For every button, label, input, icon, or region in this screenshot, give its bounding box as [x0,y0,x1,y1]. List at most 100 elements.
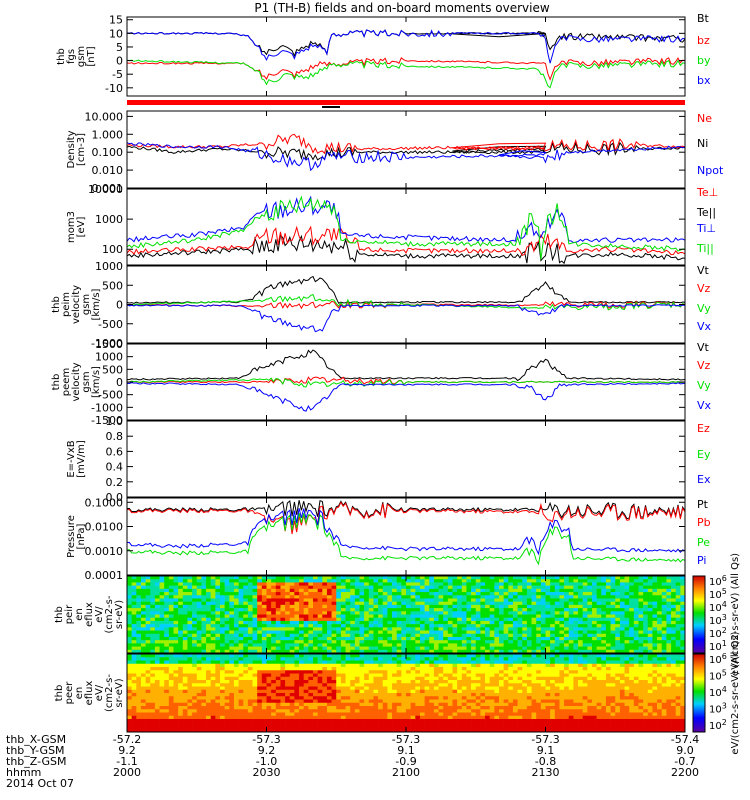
spectrogram-cell [238,633,244,638]
spectrogram-cell [294,693,300,697]
spectrogram-cell [164,696,170,700]
spectrogram-cell [647,624,653,628]
spectrogram-cell [150,663,156,668]
spectrogram-cell [257,728,263,733]
spectrogram-cell [210,592,216,596]
spectrogram-cell [220,689,225,694]
spectrogram-cell [419,719,425,723]
spectrogram-cell [220,673,225,678]
spectrogram-cell [661,643,667,647]
spectrogram-cell [215,728,221,733]
spectrogram-cell [210,670,216,674]
spectrogram-cell [368,706,374,710]
spectrogram-cell [303,579,309,583]
spectrogram-cell [271,657,277,661]
spectrogram-cell [271,680,277,684]
spectrogram-cell [494,624,500,628]
spectrogram-cell [340,592,346,596]
spectrogram-cell [317,643,323,647]
spectrogram-cell [638,611,644,615]
spectrogram-cell [508,643,514,647]
spectrogram-cell [443,646,449,651]
spectrogram-cell [187,673,193,678]
spectrogram-cell [410,595,416,599]
spectrogram-cell [438,715,444,720]
spectrogram-cell [424,722,430,726]
spectrogram-cell [647,608,653,612]
spectrogram-cell [578,624,583,628]
spectrogram-cell [601,582,607,586]
spectrogram-cell [354,696,360,700]
spectrogram-cell [215,725,221,730]
spectrogram-cell [168,592,174,596]
spectrogram-cell [340,630,346,635]
spectrogram-cell [243,640,249,644]
spectrogram-cell [368,667,374,671]
spectrogram-cell [410,601,416,606]
spectrogram-cell [573,627,579,631]
spectrogram-cell [466,601,472,606]
spectrogram-cell [438,636,444,641]
spectrogram-cell [131,592,137,596]
spectrogram-cell [238,673,244,678]
spectrogram-cell [336,588,342,593]
spectrogram-cell [480,604,486,609]
spectrogram-cell [359,663,365,668]
spectrogram-cell [159,719,165,723]
spectrogram-cell [127,702,132,707]
spectrogram-cell [350,689,356,694]
spectrogram-cell [229,588,235,593]
spectrogram-cell [233,582,239,586]
ytick-label: 10.000 [85,110,124,123]
spectrogram-cell [220,702,225,707]
spectrogram-cell [243,592,249,596]
spectrogram-cell [187,686,193,691]
spectrogram-cell [624,643,630,647]
spectrogram-cell [480,630,486,635]
spectrogram-cell [326,620,332,625]
spectrogram-cell [168,576,174,580]
spectrogram-cell [522,601,528,606]
ylabel-line: thb [54,685,65,702]
spectrogram-cell [275,646,281,651]
spectrogram-cell [359,667,365,671]
spectrogram-cell [424,592,430,596]
spectrogram-cell [406,614,411,619]
spectrogram-cell [294,676,300,681]
spectrogram-cell [633,627,639,631]
spectrogram-cell [252,588,258,593]
spectrogram-cell [596,611,602,615]
spectrogram-cell [220,725,225,730]
spectrogram-cell [238,728,244,733]
spectrogram-cell [187,608,193,612]
spectrogram-cell [182,598,188,602]
spectrogram-cell [378,722,384,726]
spectrogram-cell [308,676,314,681]
spectrogram-cell [503,624,509,628]
spectrogram-cell [313,627,318,631]
spectrogram-cell [359,624,365,628]
spectrogram-cell [415,683,421,687]
spectrogram-cell [573,636,579,641]
spectrogram-cell [308,636,314,641]
spectrogram-cell [396,670,402,674]
spectrogram-cell [294,696,300,700]
ylabel-line: Density [66,130,77,168]
spectrogram-cell [224,601,230,606]
spectrogram-cell [233,683,239,687]
spectrogram-cell [587,608,593,612]
spectrogram-cell [522,576,528,580]
spectrogram-cell [675,630,681,635]
spectrogram-cell [210,576,216,580]
spectrogram-cell [438,579,444,583]
spectrogram-cell [154,725,160,730]
spectrogram-cell [419,576,425,580]
spectrogram-cell [220,715,225,720]
spectrogram-cell [661,576,667,580]
spectrogram-cell [271,686,277,691]
spectrogram-cell [345,576,351,580]
spectrogram-cell [317,719,323,723]
spectrogram-cell [289,576,295,580]
spectrogram-cell [196,693,202,697]
